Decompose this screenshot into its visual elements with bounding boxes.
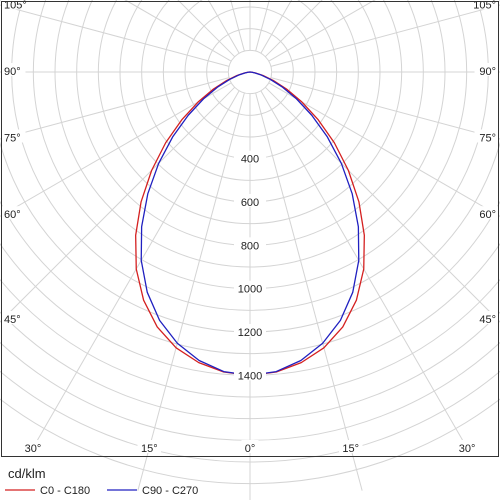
angle-label-bg	[339, 440, 363, 453]
angle-label-bg	[2, 311, 26, 324]
radial-tick-bg	[234, 324, 266, 337]
radial-tick-label: 1200	[238, 327, 262, 339]
grid-spoke	[124, 0, 232, 62]
angle-label-right-4: 45°	[479, 314, 496, 326]
legend-label-c90-c270: C90 - C270	[142, 485, 198, 497]
angle-label-bg	[474, 311, 498, 324]
radial-tick-bg	[234, 237, 266, 251]
radial-tick-bg	[234, 280, 266, 294]
angle-label-bg	[474, 206, 498, 220]
angle-label-bottom-0: 30°	[25, 443, 42, 455]
angle-label-right-3: 60°	[479, 209, 496, 221]
angle-label-right-1: 90°	[479, 66, 496, 78]
angle-label-right-0: 105°	[473, 0, 496, 12]
radial-tick-bg	[234, 150, 266, 164]
angle-label-bottom-1: 15°	[141, 443, 158, 455]
legend: C0 - C180 C90 - C270	[5, 485, 198, 497]
angle-label-left-4: 45°	[4, 314, 21, 326]
angle-label-left-0: 105°	[4, 0, 27, 12]
grid-spoke	[264, 86, 500, 323]
angle-label-left-1: 90°	[4, 66, 21, 78]
radial-tick-bg	[234, 194, 266, 207]
axis-labels: 400 600 800 1000 1200 1400 105° 105° 90° 90° 75° 75…	[2, 0, 498, 455]
unit-label: cd/klm	[8, 466, 46, 481]
angle-label-bottom-2: 0°	[245, 443, 256, 455]
radial-tick-label: 800	[241, 240, 259, 252]
angle-label-bg	[137, 440, 161, 453]
grid-spoke	[137, 92, 245, 491]
radial-tick-label: 600	[241, 197, 259, 209]
angle-label-right-2: 75°	[479, 133, 496, 145]
angle-label-bg	[455, 440, 479, 453]
angle-label-bg	[241, 440, 259, 453]
plot-frame	[1, 1, 499, 457]
angle-label-left-3: 60°	[4, 209, 21, 221]
grid-spoke	[264, 0, 323, 58]
grid-spoke	[270, 4, 500, 67]
grid-spoke	[268, 82, 500, 217]
grid-spoke	[255, 92, 363, 491]
grid-spoke	[0, 77, 230, 140]
grid-spoke	[0, 86, 236, 323]
angle-label-bg	[2, 129, 26, 143]
angle-label-bg	[468, 0, 498, 10]
radial-tick-label: 1400	[238, 370, 262, 382]
angle-label-bg	[2, 206, 26, 220]
grid-spoke	[268, 0, 376, 62]
legend-label-c0-c180: C0 - C180	[40, 485, 90, 497]
angle-label-bottom-3: 15°	[342, 443, 359, 455]
radial-tick-label: 400	[241, 154, 259, 166]
grid-spoke	[270, 77, 500, 140]
grid-spoke	[0, 4, 230, 67]
grid-spoke	[177, 0, 236, 58]
grid-spoke	[0, 82, 232, 217]
angle-label-left-2: 75°	[4, 133, 21, 145]
radial-tick-label: 1000	[238, 284, 262, 296]
angle-label-bg	[474, 129, 498, 143]
angle-label-bg	[474, 63, 498, 76]
angle-label-bg	[21, 440, 45, 453]
radial-tick-bg	[234, 367, 266, 381]
angle-label-bg	[2, 63, 26, 76]
angle-label-bg	[2, 0, 32, 10]
angle-label-bottom-4: 30°	[459, 443, 476, 455]
